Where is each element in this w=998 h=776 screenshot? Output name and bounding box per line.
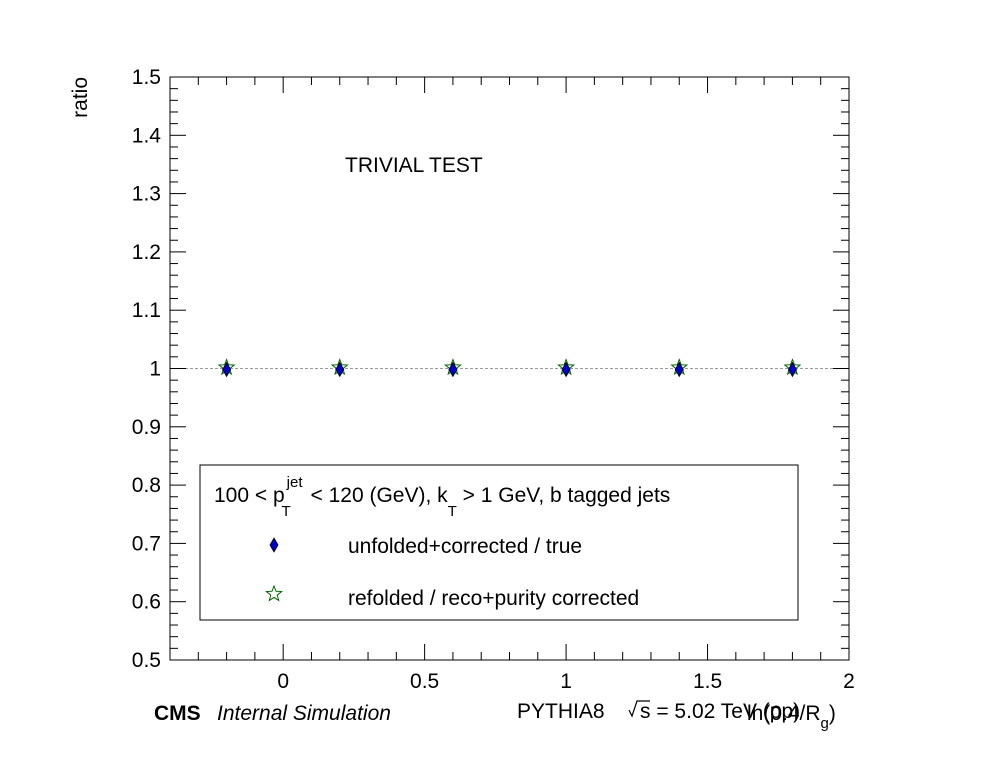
energy-value: s = 5.02 TeV (pp) — [640, 700, 800, 723]
x-tick-label: 2 — [843, 670, 855, 693]
y-tick-label: 0.8 — [132, 474, 161, 497]
data-points — [217, 358, 802, 378]
y-tick-label: 0.7 — [132, 532, 161, 555]
y-tick-label: 1.3 — [132, 183, 161, 206]
data-point-unfolded-diamond — [222, 361, 232, 378]
sqrt-s: s — [640, 700, 651, 723]
cms-label: CMS — [154, 702, 201, 725]
x-tick-label: 0 — [277, 670, 289, 693]
data-point-unfolded-diamond — [448, 361, 458, 378]
legend-label-refolded: refolded / reco+purity corrected — [348, 587, 639, 610]
energy-number: = 5.02 TeV (pp) — [651, 700, 801, 723]
x-tick-label: 1.5 — [693, 670, 722, 693]
y-tick-label: 0.5 — [132, 649, 161, 672]
y-tick-label: 1 — [149, 358, 161, 381]
x-tick-label: 0.5 — [410, 670, 439, 693]
y-axis-label: ratio — [69, 77, 92, 118]
legend-header: 100 < pjet T < 120 (GeV), kT > 1 GeV, b t… — [214, 474, 670, 520]
energy-label: PYTHIA8 — [517, 700, 605, 723]
x-axis-label: ln(0.4/Rg) — [747, 702, 836, 732]
legend-header-sup: jet — [286, 474, 304, 491]
plot-frame — [169, 76, 850, 661]
tick-labels: 0.5 0.6 0.7 0.8 0.9 1 1.1 1.2 1.3 1.4 1.5 0 0.5 1 1.5 2 — [132, 66, 855, 693]
energy-prefix: PYTHIA8 — [517, 700, 605, 723]
internal-simulation-label: Internal Simulation — [217, 702, 391, 725]
legend-header-sub2: T — [448, 503, 457, 520]
legend-box — [199, 464, 799, 621]
legend-marker-star — [265, 584, 283, 602]
legend-header-part3: > 1 GeV, b tagged jets — [457, 484, 670, 507]
x-axis-label-main: ln(0.4/R — [747, 702, 821, 725]
data-point-unfolded-diamond — [561, 361, 571, 378]
legend-header-sub: T — [282, 503, 291, 520]
data-point-unfolded-diamond — [674, 361, 684, 378]
y-tick-label: 1.5 — [132, 66, 161, 89]
legend-header-part1: 100 < p — [214, 484, 285, 507]
y-tick-label: 0.9 — [132, 416, 161, 439]
data-point-unfolded-diamond — [335, 361, 345, 378]
y-tick-label: 0.6 — [132, 591, 161, 614]
annotation-text: TRIVIAL TEST — [345, 154, 483, 177]
y-tick-label: 1.1 — [132, 299, 161, 322]
legend-header-part2: < 120 (GeV), k — [305, 484, 448, 507]
y-tick-label: 1.4 — [132, 124, 162, 147]
x-axis-label-close: ) — [829, 702, 836, 725]
y-tick-label: 1.2 — [132, 241, 161, 264]
data-point-unfolded-diamond — [787, 361, 797, 378]
x-axis-label-sub: g — [821, 715, 829, 732]
minor-ticks — [169, 77, 849, 660]
x-tick-label: 1 — [560, 670, 572, 693]
sqrt-sign — [628, 700, 650, 718]
legend-marker-diamond — [269, 537, 279, 553]
legend-label-unfolded: unfolded+corrected / true — [348, 535, 582, 558]
